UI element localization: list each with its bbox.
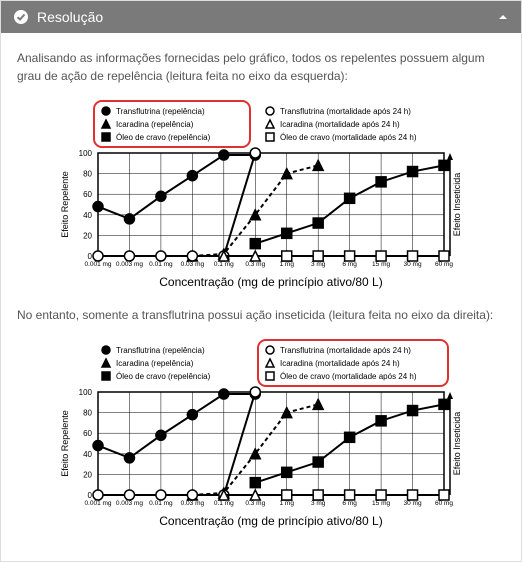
svg-text:20: 20 [83, 470, 92, 479]
chart-2: Transflutrina (repelência) Transflutrina … [46, 336, 476, 531]
svg-text:Óleo de cravo (mortalidade apó: Óleo de cravo (mortalidade após 24 h) [280, 372, 417, 381]
svg-text:Concentração (mg de princípio: Concentração (mg de princípio ativo/80 L… [159, 275, 382, 289]
check-circle-icon [13, 9, 29, 25]
svg-text:40: 40 [83, 450, 92, 459]
svg-text:Concentração (mg de princípio: Concentração (mg de princípio ativo/80 L… [159, 514, 382, 528]
svg-text:100: 100 [79, 149, 93, 158]
svg-text:0.001 mg: 0.001 mg [84, 261, 111, 268]
svg-text:Transflutrina (repelência): Transflutrina (repelência) [116, 107, 205, 116]
svg-text:Transflutrina (mortalidade apó: Transflutrina (mortalidade após 24 h) [280, 107, 411, 116]
svg-text:Óleo de cravo (repelência): Óleo de cravo (repelência) [116, 133, 211, 142]
svg-text:3 mg: 3 mg [311, 261, 326, 268]
svg-text:0: 0 [88, 491, 93, 500]
svg-text:1 mg: 1 mg [280, 261, 295, 268]
svg-text:30 mg: 30 mg [404, 500, 422, 507]
svg-text:60 mg: 60 mg [435, 261, 453, 268]
svg-text:15 mg: 15 mg [372, 500, 390, 507]
svg-text:20: 20 [83, 231, 92, 240]
svg-text:0.3 mg: 0.3 mg [245, 500, 265, 507]
chart-1: Transflutrina (repelência) Transflutrina … [46, 97, 476, 292]
svg-text:80: 80 [83, 170, 92, 179]
svg-text:Óleo de cravo (repelência): Óleo de cravo (repelência) [116, 372, 211, 381]
svg-text:0.1 mg: 0.1 mg [214, 261, 234, 268]
svg-text:0.03 mg: 0.03 mg [181, 261, 205, 268]
svg-text:Efeito Inseticida: Efeito Inseticida [452, 173, 462, 237]
svg-text:15 mg: 15 mg [372, 261, 390, 268]
svg-text:60 mg: 60 mg [435, 500, 453, 507]
svg-text:0: 0 [88, 252, 93, 261]
svg-text:30 mg: 30 mg [404, 261, 422, 268]
svg-text:6 mg: 6 mg [342, 261, 357, 268]
svg-text:100: 100 [79, 388, 93, 397]
svg-text:6 mg: 6 mg [342, 500, 357, 507]
svg-text:80: 80 [83, 409, 92, 418]
mid-paragraph: No entanto, somente a transflutrina poss… [17, 306, 505, 324]
svg-text:0.1 mg: 0.1 mg [214, 500, 234, 507]
svg-text:1 mg: 1 mg [280, 500, 295, 507]
svg-text:60: 60 [83, 429, 92, 438]
svg-text:0.01 mg: 0.01 mg [149, 500, 173, 507]
svg-text:Efeito Repelente: Efeito Repelente [60, 171, 70, 238]
svg-text:Icaradina (repelência): Icaradina (repelência) [116, 359, 194, 368]
chart-1-wrap: Transflutrina (repelência) Transflutrina … [17, 97, 505, 292]
svg-text:0.01 mg: 0.01 mg [149, 261, 173, 268]
svg-text:60: 60 [83, 190, 92, 199]
intro-paragraph: Analisando as informações fornecidas pel… [17, 49, 505, 85]
svg-text:Efeito Inseticida: Efeito Inseticida [452, 412, 462, 476]
panel-header[interactable]: Resolução [1, 1, 521, 33]
panel-title: Resolução [37, 9, 103, 25]
svg-text:0.003 mg: 0.003 mg [116, 261, 143, 268]
svg-text:Icaradina (mortalidade após 24: Icaradina (mortalidade após 24 h) [280, 359, 400, 368]
svg-text:0.03 mg: 0.03 mg [181, 500, 205, 507]
chart-2-wrap: Transflutrina (repelência) Transflutrina … [17, 336, 505, 531]
svg-text:Transflutrina (mortalidade apó: Transflutrina (mortalidade após 24 h) [280, 346, 411, 355]
header-title-wrap: Resolução [13, 9, 103, 25]
svg-text:Transflutrina (repelência): Transflutrina (repelência) [116, 346, 205, 355]
svg-text:Óleo de cravo (mortalidade apó: Óleo de cravo (mortalidade após 24 h) [280, 133, 417, 142]
svg-text:3 mg: 3 mg [311, 500, 326, 507]
svg-text:40: 40 [83, 211, 92, 220]
svg-text:0.001 mg: 0.001 mg [84, 500, 111, 507]
caret-up-icon [497, 11, 509, 23]
resolution-panel: Resolução Analisando as informações forn… [0, 0, 522, 562]
svg-text:Efeito Repelente: Efeito Repelente [60, 410, 70, 477]
svg-text:0.003 mg: 0.003 mg [116, 500, 143, 507]
panel-body: Analisando as informações fornecidas pel… [1, 33, 521, 561]
svg-text:Icaradina (mortalidade após 24: Icaradina (mortalidade após 24 h) [280, 120, 400, 129]
svg-text:0.3 mg: 0.3 mg [245, 261, 265, 268]
svg-text:Icaradina (repelência): Icaradina (repelência) [116, 120, 194, 129]
